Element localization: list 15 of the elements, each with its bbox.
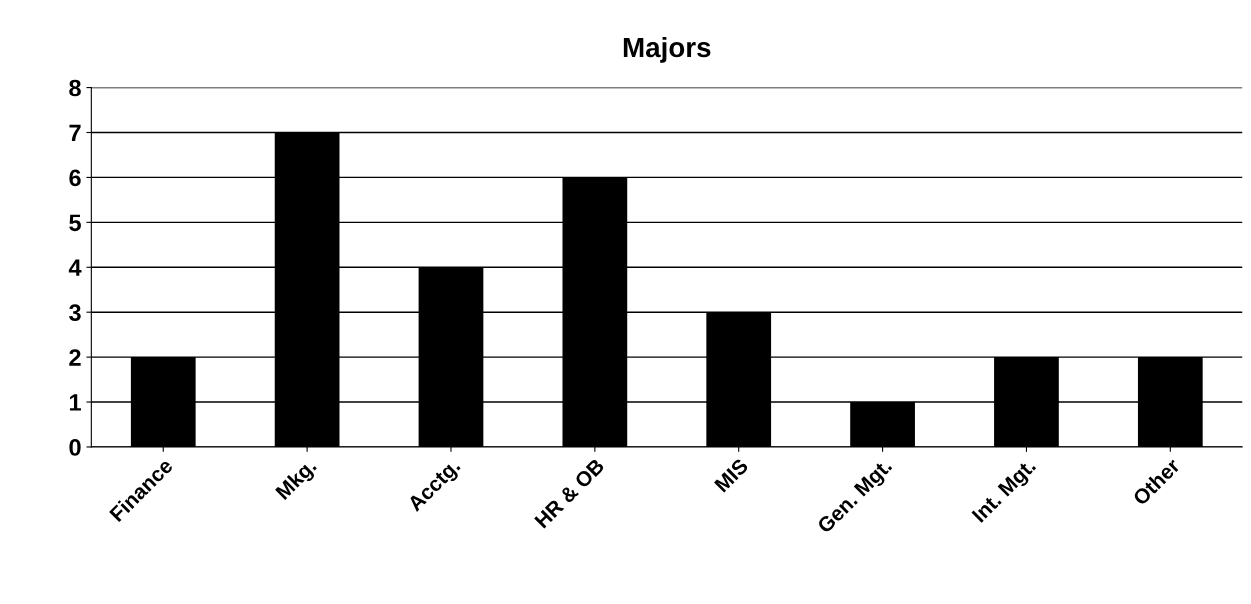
y-tick-label: 1 (69, 394, 81, 411)
x-tick-label: Gen. Mgt. (816, 458, 896, 537)
y-tick-label: 6 (69, 169, 81, 187)
y-tick-label: 8 (69, 79, 81, 97)
chart-title: Majors (623, 36, 711, 63)
y-tick-label: 5 (69, 214, 81, 232)
y-tick-label: 7 (69, 124, 81, 142)
y-tick-label: 4 (68, 259, 82, 276)
x-tick-label: MIS (713, 457, 749, 493)
y-tick-label: 0 (69, 439, 81, 456)
y-tick-label: 3 (69, 304, 81, 322)
x-tick-label: Int. Mgt. (971, 458, 1040, 526)
y-tick-label: 2 (69, 349, 81, 366)
x-tick-label: HR & OB (534, 457, 605, 529)
x-tick-label: Mkg. (274, 457, 320, 504)
